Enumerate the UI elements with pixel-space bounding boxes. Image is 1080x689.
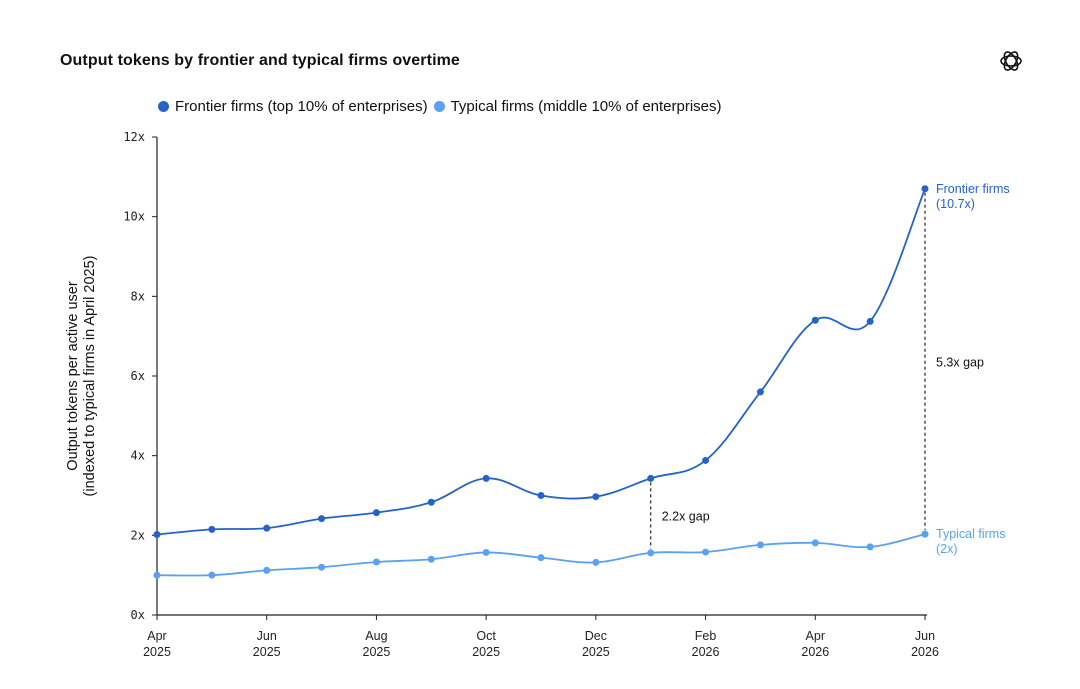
x-tick-label-month: Aug (365, 629, 387, 643)
data-point-typical (866, 543, 874, 551)
data-point-typical (208, 571, 216, 579)
data-point-frontier (756, 388, 764, 396)
x-tick-label-month: Feb (695, 629, 717, 643)
chart-legend: Frontier firms (top 10% of enterprises) … (158, 98, 728, 115)
y-tick-label: 8x (131, 289, 145, 303)
y-axis-title-line2: (indexed to typical firms in April 2025) (82, 256, 98, 497)
x-tick-label-month: Apr (806, 629, 825, 643)
data-point-frontier (208, 525, 216, 533)
x-tick-label-month: Jun (257, 629, 277, 643)
end-label-line2: (2x) (936, 542, 958, 556)
openai-logo-icon (998, 48, 1024, 74)
x-tick-label-year: 2026 (692, 645, 720, 659)
legend-item-typical: Typical firms (middle 10% of enterprises… (433, 98, 722, 115)
data-point-typical (702, 548, 710, 556)
end-label-line2: (10.7x) (936, 197, 975, 211)
data-point-frontier (372, 509, 380, 517)
gap-annotation-label: 2.2x gap (662, 510, 710, 524)
chart-title: Output tokens by frontier and typical fi… (60, 52, 460, 69)
legend-marker-frontier (158, 101, 169, 112)
data-point-frontier (702, 456, 710, 464)
end-label-line1: Typical firms (936, 527, 1005, 541)
data-point-frontier (482, 474, 490, 482)
data-point-typical (921, 530, 929, 538)
x-tick-label-year: 2026 (911, 645, 939, 659)
x-tick-label-year: 2025 (582, 645, 610, 659)
x-tick-label-month: Jun (915, 629, 935, 643)
data-point-frontier (263, 524, 271, 532)
x-tick-label-month: Oct (476, 629, 496, 643)
x-tick-label-year: 2025 (472, 645, 500, 659)
data-point-typical (537, 554, 545, 562)
x-tick-label-year: 2025 (143, 645, 171, 659)
data-point-frontier (647, 474, 655, 482)
data-point-typical (263, 566, 271, 574)
y-tick-label: 6x (131, 369, 145, 383)
legend-item-frontier: Frontier firms (top 10% of enterprises) (158, 98, 428, 115)
legend-marker-typical (433, 101, 445, 112)
data-point-typical (482, 548, 490, 556)
legend-label-frontier: Frontier firms (top 10% of enterprises) (175, 98, 428, 115)
data-point-typical (756, 541, 764, 549)
data-point-frontier (153, 531, 161, 539)
data-point-typical (811, 539, 819, 547)
y-axis-title-line1: Output tokens per active user (65, 281, 81, 471)
data-point-frontier (592, 493, 600, 501)
series-line-frontier (156, 188, 926, 536)
data-point-frontier (537, 492, 545, 499)
legend-label-typical: Typical firms (middle 10% of enterprises… (450, 98, 722, 115)
data-point-frontier (427, 498, 435, 506)
end-label-line1: Frontier firms (936, 182, 1010, 196)
x-tick-label-month: Apr (147, 629, 166, 643)
x-tick-label-month: Dec (585, 629, 607, 643)
data-point-frontier (921, 185, 929, 193)
x-tick-label-year: 2026 (801, 645, 829, 659)
y-tick-label: 4x (131, 449, 145, 463)
data-point-frontier (811, 316, 819, 324)
data-point-typical (592, 558, 600, 566)
data-point-typical (647, 549, 655, 557)
data-point-typical (318, 563, 326, 571)
y-tick-label: 10x (123, 210, 145, 224)
y-tick-label: 0x (131, 608, 145, 622)
data-point-frontier (866, 317, 874, 325)
y-tick-label: 12x (123, 130, 145, 144)
y-tick-label: 2x (131, 528, 145, 542)
gap-annotation-label: 5.3x gap (936, 355, 984, 369)
x-tick-label-year: 2025 (253, 645, 281, 659)
data-point-typical (372, 558, 380, 566)
x-tick-label-year: 2025 (363, 645, 391, 659)
data-point-frontier (318, 515, 326, 523)
data-point-typical (153, 571, 161, 579)
y-axis-title: Output tokens per active user(indexed to… (65, 256, 98, 497)
data-point-typical (427, 555, 435, 563)
